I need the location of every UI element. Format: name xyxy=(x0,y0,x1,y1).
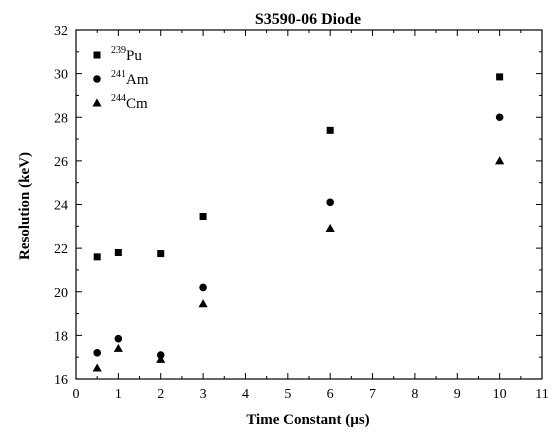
legend-marker-cm xyxy=(92,98,102,107)
x-tick-label: 1 xyxy=(115,387,122,402)
x-tick-label: 7 xyxy=(369,387,376,402)
data-point-pu xyxy=(157,250,165,258)
legend-marker-am xyxy=(93,75,101,83)
data-points xyxy=(92,73,505,372)
ticks: 0 1 2 3 4 5 6 7 8 9 10 11 16 18 20 22 24 26 28 30 32 xyxy=(54,24,549,402)
data-point-pu xyxy=(326,126,334,134)
data-point-am xyxy=(495,113,504,122)
y-tick-label: 18 xyxy=(54,329,68,344)
data-point-am xyxy=(326,198,334,207)
data-point-am xyxy=(93,349,101,357)
x-tick-label: 3 xyxy=(200,387,207,402)
data-point-cm xyxy=(156,354,166,363)
x-axis-title: Time Constant (µs) xyxy=(246,412,369,428)
series-pu xyxy=(93,73,504,261)
x-tick-label: 4 xyxy=(242,387,249,402)
data-point-am xyxy=(114,334,123,343)
x-tick-label: 10 xyxy=(493,387,507,402)
data-point-cm xyxy=(92,363,102,372)
y-axis-title: Resolution (keV) xyxy=(17,152,33,260)
data-point-cm xyxy=(113,343,123,352)
x-tick-label: 2 xyxy=(157,387,164,402)
x-tick-label: 8 xyxy=(411,387,418,402)
data-point-pu xyxy=(93,253,101,261)
y-tick-label: 20 xyxy=(54,286,68,301)
y-tick-label: 32 xyxy=(54,24,68,39)
legend-label-pu: 239Pu xyxy=(111,45,142,64)
y-tick-label: 22 xyxy=(54,242,68,257)
chart-title: S3590-06 Diode xyxy=(255,11,361,28)
x-tick-label: 11 xyxy=(535,387,548,402)
x-tick-label: 0 xyxy=(73,387,80,402)
data-point-pu xyxy=(114,248,122,256)
legend-label-cm: 244Cm xyxy=(111,93,148,112)
legend-marker-pu xyxy=(93,51,101,59)
legend-label-am: 241Am xyxy=(111,69,149,88)
data-point-pu xyxy=(199,212,207,220)
x-tick-label: 6 xyxy=(327,387,334,402)
y-tick-label: 24 xyxy=(54,199,68,214)
data-point-cm xyxy=(495,156,505,165)
x-tick-label: 5 xyxy=(284,387,291,402)
data-point-am xyxy=(199,283,207,292)
y-tick-label: 26 xyxy=(54,155,68,170)
data-point-cm xyxy=(198,299,208,308)
x-tick-label: 9 xyxy=(454,387,461,402)
series-cm xyxy=(92,156,505,372)
legend: 239Pu 241Am 244Cm xyxy=(92,45,149,112)
series-am xyxy=(93,113,504,359)
y-tick-label: 30 xyxy=(54,68,68,83)
y-tick-label: 16 xyxy=(54,373,68,388)
data-point-cm xyxy=(325,223,335,232)
y-tick-label: 28 xyxy=(54,111,68,126)
data-point-pu xyxy=(496,73,504,81)
